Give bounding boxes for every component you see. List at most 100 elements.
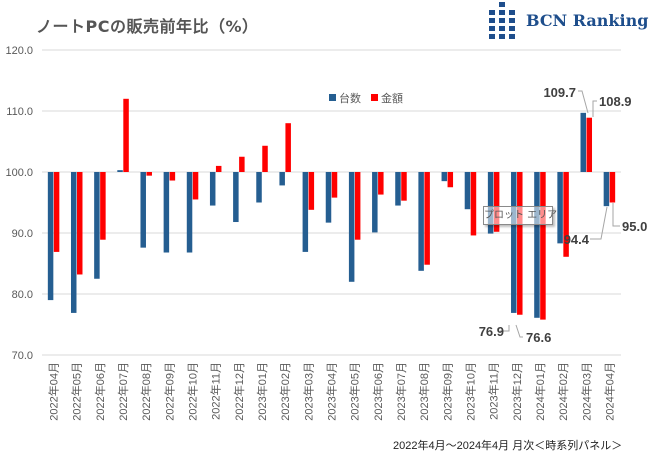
chart-footnote: 2022年4月～2024年4月 月次＜時系列パネル＞ [393,440,623,452]
bar-units[interactable] [140,172,146,248]
x-tick-label: 2022年07月 [116,362,130,421]
bar-amount[interactable] [169,172,176,181]
bar-amount[interactable] [262,145,268,172]
bar-units[interactable] [487,172,494,234]
x-tick-label: 2023年10月 [463,362,477,421]
x-tick-label: 2024年01月 [533,362,547,421]
x-tick-label: 2022年06月 [93,362,107,421]
data-label: 94.4 [564,232,590,247]
bar-units[interactable] [534,172,540,318]
bar-amount[interactable] [424,172,430,265]
x-tick-label: 2022年04月 [47,362,61,421]
bar-amount[interactable] [100,172,106,240]
x-tick-label: 2022年09月 [162,362,176,421]
data-label: 108.9 [599,94,632,109]
data-label: 76.9 [479,324,504,339]
y-tick-label: 120.0 [5,45,33,57]
bar-units[interactable] [395,172,401,206]
bar-units[interactable] [580,112,587,172]
y-tick-label: 70.0 [12,350,33,362]
bar-units[interactable] [325,172,332,223]
bar-units[interactable] [279,172,285,186]
bar-amount[interactable] [470,172,477,236]
bar-amount[interactable] [517,172,523,315]
bar-amount[interactable] [239,156,245,172]
x-tick-label: 2022年12月 [232,362,246,421]
x-tick-label: 2023年05月 [348,362,362,421]
data-label-leader-line [578,90,589,114]
bar-amount[interactable] [378,172,384,195]
data-label-leader-line [592,100,597,117]
legend-label-units: 台数 [339,91,361,105]
bar-amount[interactable] [540,172,546,320]
x-tick-label: 2023年08月 [417,362,431,421]
legend-swatch-units [329,94,336,101]
bar-units[interactable] [94,172,100,279]
data-label: 76.6 [526,330,551,345]
y-tick-label: 80.0 [12,289,33,301]
bar-units[interactable] [47,172,54,301]
bar-amount[interactable] [354,172,361,240]
bar-amount[interactable] [308,172,315,210]
bar-units[interactable] [418,172,424,271]
bar-amount[interactable] [53,172,60,252]
bar-units[interactable] [511,172,517,313]
bar-amount[interactable] [447,172,454,188]
bar-amount[interactable] [76,172,83,275]
chart-title: ノートPCの販売前年比（%） [36,17,259,36]
bcn-logo: BCN Ranking [486,2,648,42]
bar-units[interactable] [603,172,610,207]
bar-units[interactable] [256,172,262,203]
bar-units[interactable] [209,172,216,206]
bar-units[interactable] [70,172,77,313]
x-tick-label: 2023年07月 [394,362,408,421]
bar-amount[interactable] [331,172,338,198]
x-tick-label: 2022年11月 [209,362,223,420]
x-tick-label: 2023年11月 [487,362,501,420]
bar-amount[interactable] [401,172,407,201]
bar-units[interactable] [348,172,355,282]
bar-units[interactable] [464,172,471,210]
y-tick-label: 110.0 [6,106,33,118]
bar-amount[interactable] [215,165,222,172]
bar-units[interactable] [557,172,563,244]
x-tick-label: 2023年03月 [301,362,315,421]
bar-amount[interactable] [493,172,500,232]
x-tick-label: 2023年09月 [440,362,454,421]
x-axis-ticks: 2022年04月 2022年05月 2022年06月 2022年07月 2022年08月… [47,362,617,421]
legend-swatch-amount [371,94,378,101]
gridlines [42,49,621,356]
x-tick-label: 2024年02月 [556,362,570,421]
bar-units[interactable] [441,172,448,182]
bar-units[interactable] [372,172,378,233]
bar-units[interactable] [302,172,309,252]
bar-units[interactable] [186,172,193,253]
bar-amount[interactable] [123,98,129,172]
legend: 台数 金額 [329,91,403,105]
bar-amount[interactable] [192,172,199,200]
x-tick-label: 2022年10月 [186,362,200,421]
x-tick-label: 2022年05月 [70,362,84,421]
bar-units[interactable] [233,172,239,223]
bar-amount[interactable] [609,172,616,203]
bar-units[interactable] [163,172,170,253]
x-tick-label: 2024年04月 [602,362,616,421]
x-tick-label: 2022年08月 [139,362,153,421]
bcn-logo-mark-icon [489,2,515,39]
data-label: 109.7 [543,85,576,100]
data-label: 95.0 [622,219,647,234]
bar-amount[interactable] [285,123,291,172]
x-tick-label: 2023年12月 [510,362,524,421]
bar-amount[interactable] [563,172,569,257]
y-tick-label: 90.0 [12,228,33,240]
y-tick-label: 100.0 [5,167,33,179]
y-axis-ticks: 120.0 110.0 100.0 90.0 80.0 70.0 [5,45,33,362]
data-label-leader-line [500,325,510,332]
x-tick-label: 2023年04月 [325,362,339,421]
plot-area-tooltip: プロット エリア [483,206,557,225]
bar-amount[interactable] [146,172,152,176]
bar-amount[interactable] [586,117,593,172]
data-label-leader-line [590,206,608,240]
bar-units[interactable] [117,170,123,172]
